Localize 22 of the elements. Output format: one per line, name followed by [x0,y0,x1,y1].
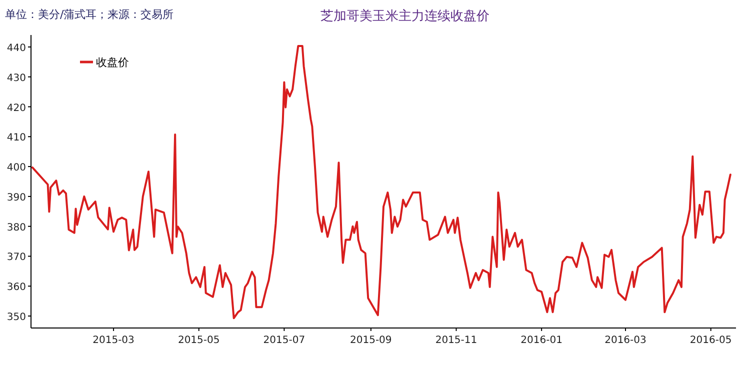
x-tick-label: 2015-05 [178,335,220,346]
chart-title: 芝加哥美玉米主力连续收盘价 [320,8,490,24]
x-tick-label: 2016-01 [520,335,562,346]
y-tick-label: 380 [6,222,26,234]
y-tick-label: 430 [6,72,26,84]
legend-label: 收盘价 [96,56,129,69]
x-tick-label: 2015-07 [263,335,306,346]
y-tick-label: 410 [6,132,26,144]
x-tick-label: 2016-05 [690,335,732,346]
x-tick-label: 2016-03 [604,335,646,346]
x-tick-label: 2015-11 [435,335,478,346]
x-tick-label: 2015-09 [350,335,392,346]
text: 单位：美分/蒲式耳；来源：交易所 [5,8,174,21]
y-tick-label: 360 [6,282,26,294]
y-tick-label: 400 [6,162,26,174]
y-tick-label: 370 [6,252,26,264]
y-tick-label: 350 [6,312,26,324]
y-tick-label: 390 [6,192,26,204]
y-tick-label: 440 [6,42,26,54]
x-tick-label: 2015-03 [92,335,134,346]
y-tick-label: 420 [6,102,26,114]
line-series [31,45,732,320]
